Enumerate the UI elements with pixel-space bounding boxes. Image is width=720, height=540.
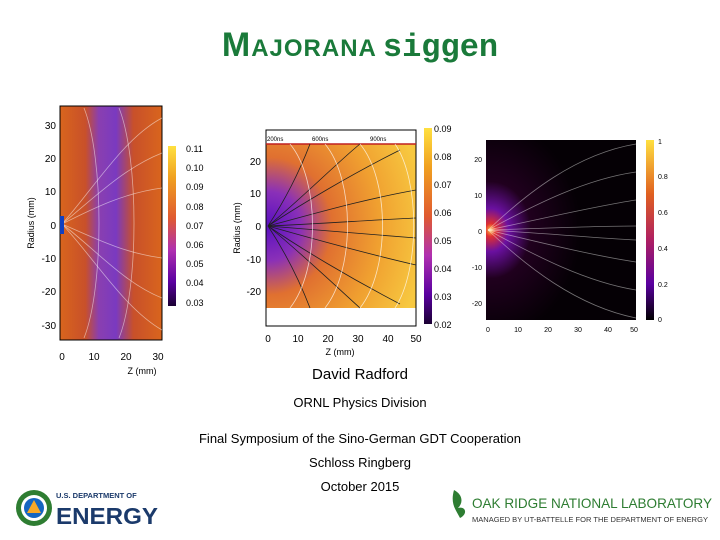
plot-2-xtick: 50: [410, 334, 422, 345]
plot-2-colorbar-labels: 0.09 0.08 0.07 0.06 0.05 0.04 0.03 0.02: [434, 124, 452, 330]
plot-1-cb-tick: 0.09: [186, 182, 204, 192]
plot-3-cb-tick: 0.4: [658, 246, 668, 253]
plot-3-ytick: 0: [478, 229, 482, 236]
date: October 2015: [320, 479, 400, 494]
plot-2-cb-tick: 0.03: [434, 292, 452, 302]
plot-3-ytick: 20: [474, 157, 482, 164]
plot-2-xtick: 30: [352, 334, 364, 345]
plot-2-cb-tick: 0.08: [434, 152, 452, 162]
slide-title: MAJORANA siggen: [0, 26, 720, 66]
plot-2-cb-tick: 0.06: [434, 208, 452, 218]
plot-3-xtick: 40: [604, 327, 612, 334]
plot-3-ytick: -20: [472, 301, 482, 308]
plot-3-cb-tick: 0.6: [658, 210, 668, 217]
author-name: David Radford: [312, 366, 408, 383]
plot-2-isochrones: [289, 143, 415, 309]
oak-leaf-icon: [452, 490, 466, 518]
venue: Schloss Ringberg: [309, 455, 411, 470]
plot-3-field-lines: [487, 143, 637, 319]
plot-1-cb-tick: 0.10: [186, 163, 204, 173]
plot-3-cb-tick: 0.2: [658, 282, 668, 289]
plot-1: Radius (mm) 30 20 10 0 -10 -20 -30 0 10 …: [26, 105, 176, 376]
plot-3-colorbar: [646, 140, 654, 320]
plot-1-xtick: 0: [59, 352, 65, 363]
plot-1-xtick: 10: [88, 352, 100, 363]
plot-2-ylabel: Radius (mm): [232, 202, 242, 254]
plot-1-cb-tick: 0.11: [186, 144, 203, 154]
plot-1-ytick: 10: [45, 187, 57, 198]
plot-2-map: [266, 144, 416, 308]
plot-1-xlabel: Z (mm): [128, 366, 157, 376]
plot-3-xtick: 50: [630, 327, 638, 334]
plot-1-ytick: 30: [45, 121, 57, 132]
author-division: ORNL Physics Division: [293, 395, 427, 410]
plot-1-xtick: 30: [152, 352, 164, 363]
plot-1-cb-tick: 0.04: [186, 278, 204, 288]
plot-3: 20 10 0 -10 -20 0 10 20 30 40 50 1 0.8 0…: [472, 139, 668, 334]
title-majorana: MAJORANA: [221, 26, 377, 64]
plot-1-colorbar: [168, 146, 176, 306]
plot-2-time-label: 900ns: [370, 137, 386, 143]
plot-2-xtick: 40: [382, 334, 394, 345]
plot-2-xlabel: Z (mm): [326, 347, 355, 357]
ornl-tagline: MANAGED BY UT-BATTELLE FOR THE DEPARTMEN…: [472, 517, 708, 524]
ornl-name: OAK RIDGE NATIONAL LABORATORY: [472, 495, 713, 511]
doe-big-text: ENERGY: [56, 503, 158, 529]
plot-2-ytick: -10: [247, 255, 262, 266]
plot-3-cb-tick: 0: [658, 317, 662, 324]
plot-3-map: [486, 140, 636, 320]
plot-2-ytick: 0: [255, 222, 261, 233]
plot-2-xtick: 20: [322, 334, 334, 345]
plot-2-cb-tick: 0.05: [434, 236, 452, 246]
plot-1-ytick: -10: [42, 254, 57, 265]
plot-1-ytick: 20: [45, 154, 57, 165]
plot-1-ytick: -30: [42, 321, 57, 332]
plot-2-cb-tick: 0.04: [434, 264, 452, 274]
plot-1-ylabel: Radius (mm): [26, 197, 36, 249]
plot-1-cb-tick: 0.05: [186, 259, 204, 269]
plot-2-frame: [265, 129, 417, 327]
plot-1-xtick: 20: [120, 352, 132, 363]
plot-3-xtick: 20: [544, 327, 552, 334]
plot-1-cb-tick: 0.08: [186, 202, 204, 212]
plot-2-xtick: 0: [265, 334, 271, 345]
plot-3-xtick: 0: [486, 327, 490, 334]
plot-1-cb-tick: 0.07: [186, 221, 204, 231]
plot-2-time-label: 600ns: [312, 137, 328, 143]
plot-2-time-label: 200ns: [267, 137, 283, 143]
plot-1-colorbar-labels: 0.11 0.10 0.09 0.08 0.07 0.06 0.05 0.04 …: [186, 144, 204, 308]
plot-2-cb-tick: 0.07: [434, 180, 452, 190]
plot-2: 200ns 600ns 900ns Radius (mm) 20 10 0 -1…: [232, 128, 432, 357]
plot-2-cb-tick: 0.02: [434, 320, 452, 330]
plot-3-ytick: 10: [474, 193, 482, 200]
plot-3-ytick: -10: [472, 265, 482, 272]
doe-logo: U.S. DEPARTMENT OF ENERGY: [16, 490, 158, 529]
plot-1-ytick: 0: [50, 221, 56, 232]
plot-3-xtick: 10: [514, 327, 522, 334]
plot-2-colorbar: [424, 128, 432, 324]
plot-2-ytick: 10: [250, 189, 262, 200]
plot-1-map: [60, 106, 162, 340]
plot-3-xtick: 30: [574, 327, 582, 334]
plot-2-ytick: 20: [250, 157, 262, 168]
conference-name: Final Symposium of the Sino-German GDT C…: [198, 431, 521, 446]
title-siggen: siggen: [382, 29, 499, 66]
plot-3-cb-tick: 1: [658, 139, 662, 146]
plot-1-contact: [60, 216, 64, 234]
doe-small-text: U.S. DEPARTMENT OF: [56, 491, 137, 500]
plot-2-ytick: -20: [247, 287, 262, 298]
plot-1-field-lines: [61, 107, 163, 339]
plot-1-cb-tick: 0.03: [186, 298, 204, 308]
plot-2-cb-tick: 0.09: [434, 124, 452, 134]
plot-3-cb-tick: 0.8: [658, 174, 668, 181]
plot-2-drift-paths: [267, 143, 417, 309]
ornl-logo: OAK RIDGE NATIONAL LABORATORY MANAGED BY…: [452, 490, 713, 524]
plot-1-ytick: -20: [42, 287, 57, 298]
plot-2-xtick: 10: [292, 334, 304, 345]
plot-1-cb-tick: 0.06: [186, 240, 204, 250]
